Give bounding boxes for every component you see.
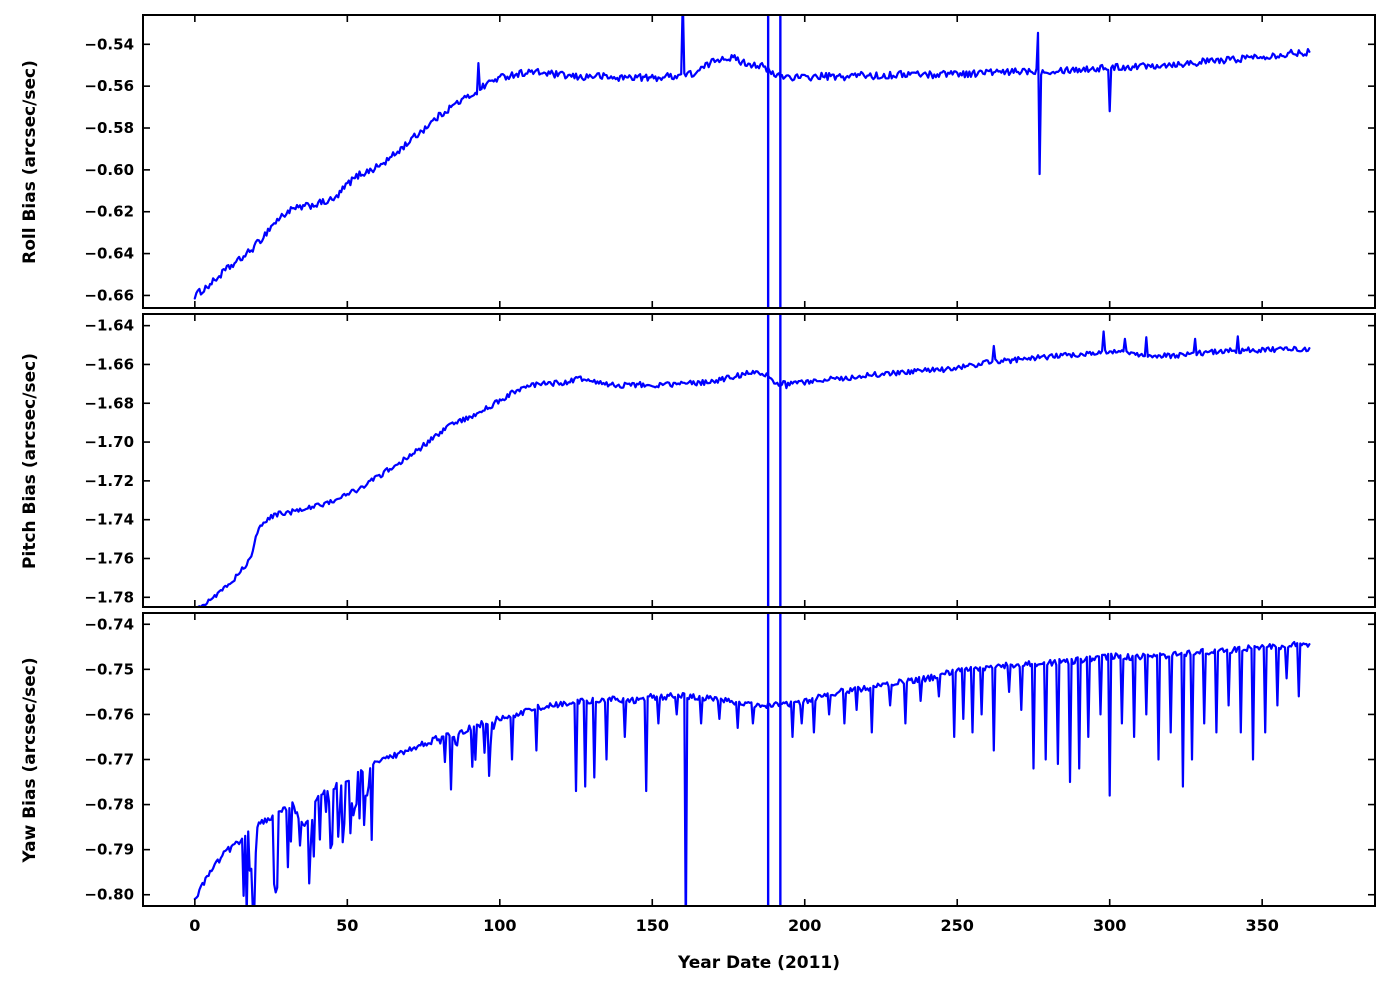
y-tick-label: −0.80	[84, 886, 134, 904]
pitch-plot-area	[193, 314, 1311, 607]
y-tick-label: −1.76	[84, 549, 134, 567]
x-tick-label: 200	[788, 916, 821, 935]
yaw-panel: 0 50 100 150 200 250 300 350 −0.74 −0.75 −0.76 −0.7…	[84, 612, 1376, 935]
y-tick-label: −0.74	[84, 615, 134, 633]
y-tick-label: −0.77	[84, 751, 134, 769]
x-tick-label: 300	[1093, 916, 1126, 935]
yaw-plot-area	[193, 613, 1311, 906]
y-tick-label: −0.79	[84, 841, 134, 859]
y-tick-label: −0.56	[84, 77, 134, 95]
x-tick-label: 150	[636, 916, 669, 935]
y-tick-label: −1.64	[84, 317, 134, 335]
x-tick-label: 50	[336, 916, 358, 935]
y-tick-label: −1.72	[84, 472, 134, 490]
pitch-bias-line	[193, 330, 1311, 607]
y-tick-label: −1.68	[84, 394, 134, 412]
y-tick-label: −0.58	[84, 119, 134, 137]
y-tick-label: −0.76	[84, 705, 134, 723]
roll-plot-area	[193, 15, 1311, 308]
y-axis-label-yaw: Yaw Bias (arcsec/sec)	[20, 656, 40, 863]
y-tick-label: −1.74	[84, 511, 134, 529]
y-tick-label: −0.54	[84, 35, 134, 53]
x-tick-label: 250	[941, 916, 974, 935]
y-axis-label-pitch: Pitch Bias (arcsec/sec)	[20, 352, 40, 569]
y-tick-label: −0.66	[84, 286, 134, 304]
y-tick-label: −0.75	[84, 660, 134, 678]
y-tick-label: −0.62	[84, 203, 134, 221]
y-tick-label: −0.78	[84, 796, 134, 814]
y-tick-label: −0.60	[84, 161, 134, 179]
y-axis-label-roll: Roll Bias (arcsec/sec)	[20, 59, 40, 264]
x-tick-label: 350	[1245, 916, 1278, 935]
x-tick-label: 0	[189, 916, 200, 935]
y-tick-label: −1.70	[84, 433, 134, 451]
y-tick-label: −1.66	[84, 355, 134, 373]
pitch-frame	[142, 313, 1376, 608]
x-tick-label: 100	[483, 916, 516, 935]
roll-frame	[142, 14, 1376, 309]
roll-bias-line	[193, 15, 1311, 300]
x-axis-label: Year Date (2011)	[677, 953, 841, 973]
y-tick-label: −0.64	[84, 245, 134, 263]
yaw-bias-line	[193, 640, 1311, 906]
roll-panel: −0.54 −0.56 −0.58 −0.60 −0.62 −0.64 −0.66	[84, 14, 1376, 309]
pitch-panel: −1.64 −1.66 −1.68 −1.70 −1.72 −1.74 −1.76 −1.78	[84, 313, 1376, 608]
y-tick-label: −1.78	[84, 588, 134, 606]
